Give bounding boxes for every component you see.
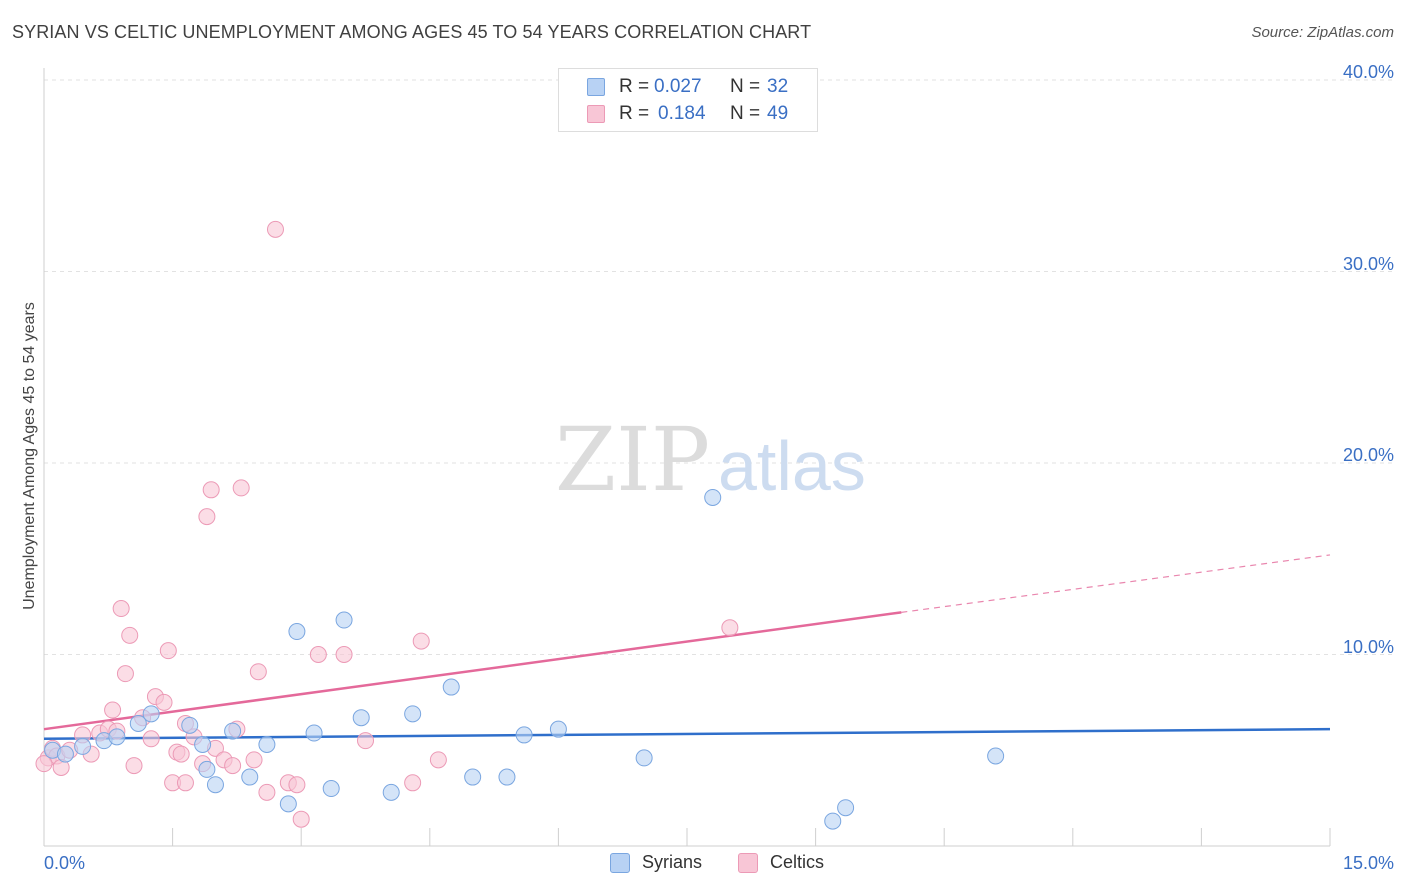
trend-lines (43, 554, 1331, 741)
y-tick-label: 40.0% (1342, 62, 1394, 82)
celtics-point (198, 508, 216, 526)
syrians-point (56, 745, 74, 763)
celtics-point (258, 783, 276, 801)
syrians-point (288, 623, 306, 641)
celtics-point (412, 632, 430, 650)
syrians-legend-label: Syrians (642, 852, 703, 872)
celtics-trend-extension (901, 554, 1331, 613)
axes (43, 68, 1331, 847)
celtics-point (721, 619, 739, 637)
syrians-point (824, 812, 842, 830)
syrians-point (352, 709, 370, 727)
celtics-point (245, 751, 263, 769)
celtics-legend-swatch (738, 853, 758, 873)
syrians-point (322, 780, 340, 798)
syrians-point (258, 736, 276, 754)
legend-r-value: 0.184 (658, 103, 706, 124)
y-axis-label: Unemployment Among Ages 45 to 54 years (21, 302, 38, 610)
celtics-point (404, 774, 422, 792)
syrians-point (464, 768, 482, 786)
grid-lines (44, 79, 1392, 655)
syrians-point (279, 795, 297, 813)
syrians-trend-line (43, 727, 1331, 741)
legend-r-value: 0.027 (654, 76, 702, 97)
syrians-point (987, 747, 1005, 765)
syrians-point (442, 678, 460, 696)
celtics-point (224, 757, 242, 775)
y-tick-label: 20.0% (1342, 445, 1394, 465)
celtics-trend-line (43, 611, 902, 731)
watermark-atlas: atlas (718, 427, 866, 505)
syrians-point (142, 705, 160, 723)
x-tick-label-min: 0.0% (44, 853, 86, 873)
syrians-point (74, 737, 92, 755)
celtics-point (35, 755, 53, 773)
celtics-point (249, 663, 267, 681)
celtics-swatch (587, 105, 605, 123)
syrians-point (549, 720, 567, 738)
syrians-point (198, 760, 216, 778)
y-tick-label: 30.0% (1342, 253, 1394, 274)
celtics-point (335, 646, 353, 663)
celtics-point (116, 665, 134, 683)
syrians-point (181, 716, 199, 734)
syrians-point (635, 749, 653, 767)
chart-title: SYRIAN VS CELTIC UNEMPLOYMENT AMONG AGES… (12, 22, 812, 42)
stats-legend: R = 0.027 N = 32 R = 0.184 N = 49 (558, 68, 818, 132)
celtics-point (172, 745, 190, 763)
celtics-point (202, 481, 220, 499)
syrians-point (382, 783, 400, 801)
source-credit: Source: ZipAtlas.com (1251, 24, 1394, 41)
celtics-point (176, 774, 194, 792)
syrians-point (129, 714, 147, 732)
legend-n-value: 49 (767, 103, 789, 124)
x-tick-label-max: 15.0% (1342, 853, 1394, 873)
syrians-legend-swatch (610, 853, 630, 873)
celtics-point (288, 776, 306, 794)
syrians-point (498, 768, 516, 786)
syrians-point (335, 611, 353, 629)
celtics-point (112, 600, 130, 618)
syrians-point (241, 768, 259, 786)
syrians-point (194, 736, 212, 754)
legend-n-value: 32 (767, 76, 789, 97)
legend-n-label: N = (730, 103, 761, 124)
celtics-point (155, 693, 173, 711)
watermark-zip: ZIP (555, 408, 710, 511)
celtics-point (292, 810, 310, 828)
watermark: ZIP atlas (555, 408, 866, 511)
legend-n-label: N = (730, 76, 761, 97)
data-points (35, 220, 1005, 830)
syrians-point (515, 726, 533, 744)
celtics-point (429, 751, 447, 769)
celtics-point (159, 642, 177, 660)
celtics-point (357, 732, 374, 750)
celtics-point (121, 626, 139, 644)
celtics-point (266, 220, 284, 238)
syrians-point (224, 722, 242, 740)
syrians-point (837, 799, 855, 817)
syrians-swatch (587, 78, 605, 96)
celtics-point (125, 757, 143, 775)
celtics-point (104, 701, 122, 719)
celtics-point (142, 730, 160, 748)
syrians-point (704, 488, 722, 506)
syrians-point (404, 705, 422, 723)
syrians-point (206, 776, 224, 794)
syrians-point (305, 724, 323, 742)
celtics-legend-label: Celtics (770, 852, 825, 872)
syrians-point (108, 728, 126, 746)
y-tick-label: 10.0% (1342, 636, 1394, 657)
legend-r-label: R = (619, 76, 650, 97)
celtics-point (232, 479, 250, 497)
legend-r-label: R = (619, 103, 650, 124)
celtics-point (309, 646, 327, 663)
